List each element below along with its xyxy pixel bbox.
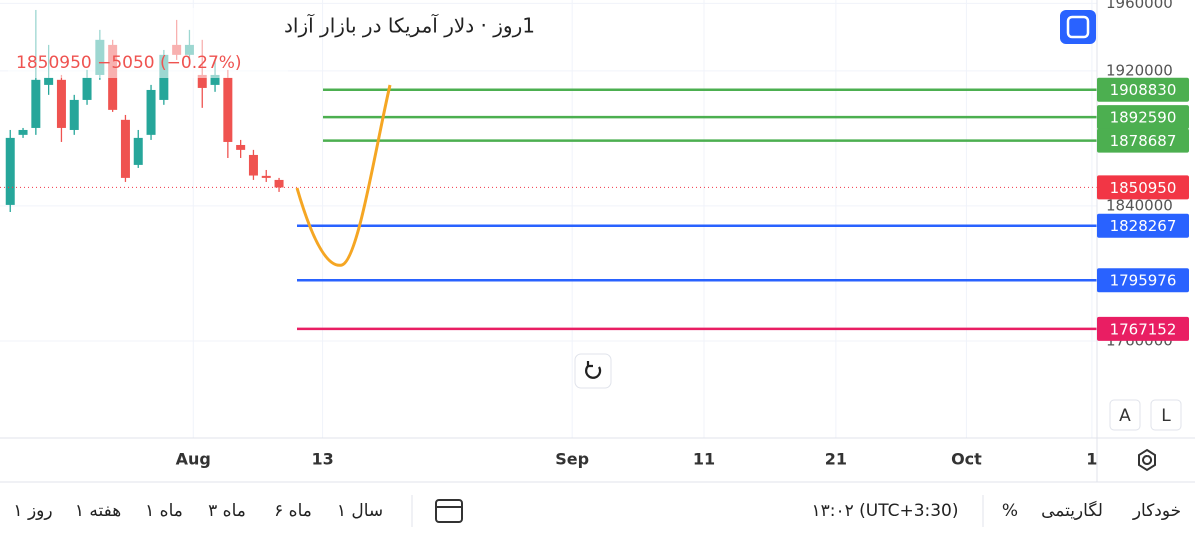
symbol-title: 1روز · دلار آمریکا در بازار آزاد bbox=[284, 13, 535, 38]
screenshot-button[interactable] bbox=[1060, 10, 1096, 44]
candle-body bbox=[133, 137, 143, 165]
candle-body bbox=[274, 179, 284, 188]
grid bbox=[0, 0, 1097, 438]
candle-body bbox=[82, 77, 92, 100]
y-tick-label: 1960000 bbox=[1106, 0, 1173, 12]
scale-a[interactable]: A bbox=[1119, 406, 1131, 426]
x-tick-label: 11 bbox=[693, 450, 715, 469]
candle-body bbox=[261, 175, 271, 178]
x-tick-label: Sep bbox=[555, 450, 589, 469]
scale-a-button[interactable] bbox=[1109, 399, 1141, 431]
candle-body bbox=[223, 77, 233, 142]
calendar-icon[interactable] bbox=[435, 499, 463, 523]
y-tick-label: 1840000 bbox=[1106, 196, 1173, 214]
price-change: 1850950 −5050 (−0.27%) bbox=[16, 53, 242, 73]
range-button[interactable]: سال ۱ bbox=[337, 501, 383, 521]
price-label-bg bbox=[1097, 175, 1189, 200]
candle-body bbox=[146, 89, 156, 135]
price-label: 1850950 bbox=[1110, 179, 1177, 197]
button-bg[interactable] bbox=[1060, 10, 1096, 44]
range-button[interactable]: ماه ۶ bbox=[274, 501, 312, 521]
candle-body bbox=[44, 77, 54, 85]
legend-backdrop bbox=[8, 8, 288, 78]
candle-body bbox=[56, 79, 66, 128]
price-label-bg bbox=[1097, 316, 1189, 341]
calendar-frame bbox=[435, 499, 463, 523]
candle-body bbox=[5, 137, 15, 205]
x-tick-label: 21 bbox=[825, 450, 847, 469]
candle-body bbox=[18, 129, 28, 135]
range-button[interactable]: هفته ۱ bbox=[75, 501, 121, 521]
drawn-curve bbox=[295, 84, 392, 267]
price-label: 1908830 bbox=[1110, 81, 1177, 99]
candle-body bbox=[248, 154, 258, 176]
button-icon bbox=[1066, 15, 1090, 39]
price-label: 1878687 bbox=[1110, 132, 1177, 150]
price-label: 1828267 bbox=[1110, 217, 1177, 235]
x-tick-label: 1 bbox=[1086, 450, 1097, 469]
scale-l-button[interactable] bbox=[1150, 399, 1182, 431]
price-label-bg bbox=[1097, 268, 1189, 293]
candle-body bbox=[210, 74, 220, 85]
percent-toggle[interactable]: % bbox=[1002, 501, 1018, 521]
timezone[interactable]: ۱۳:۰۲ (UTC+3:30) bbox=[811, 501, 958, 521]
reset-button[interactable] bbox=[574, 353, 612, 389]
range-button[interactable]: ماه ۳ bbox=[208, 501, 246, 521]
x-tick-label: 13 bbox=[311, 450, 333, 469]
range-buttons: روز ۱ هفته ۱ ماه ۱ ماه ۳ ماه ۶ سال ۱ bbox=[13, 501, 383, 521]
candle-body bbox=[31, 79, 41, 128]
x-tick-label: Aug bbox=[176, 450, 211, 469]
scale-l[interactable]: L bbox=[1161, 406, 1171, 426]
price-label: 1892590 bbox=[1110, 109, 1177, 127]
settings-icon[interactable] bbox=[1138, 448, 1156, 472]
log-toggle[interactable]: لگاریتمی bbox=[1041, 500, 1103, 521]
price-label-bg bbox=[1097, 213, 1189, 238]
range-button[interactable]: روز ۱ bbox=[13, 501, 52, 521]
candle-body bbox=[69, 99, 79, 130]
candle-body bbox=[197, 74, 207, 88]
y-tick-label: 1920000 bbox=[1106, 61, 1173, 79]
price-label-bg bbox=[1097, 128, 1189, 153]
x-tick-label: Oct bbox=[951, 450, 982, 469]
reset-icon bbox=[585, 361, 602, 379]
candle-body bbox=[120, 119, 130, 178]
price-label-bg bbox=[1097, 77, 1189, 102]
price-label: 1767152 bbox=[1110, 320, 1177, 338]
button-bg[interactable] bbox=[574, 353, 612, 389]
price-label: 1795976 bbox=[1110, 272, 1177, 290]
scale-buttons: A L bbox=[1109, 399, 1182, 431]
range-button[interactable]: ماه ۱ bbox=[145, 501, 183, 521]
auto-toggle[interactable]: خودکار bbox=[1132, 501, 1181, 521]
candle-body bbox=[236, 144, 246, 150]
price-label-bg bbox=[1097, 105, 1189, 130]
